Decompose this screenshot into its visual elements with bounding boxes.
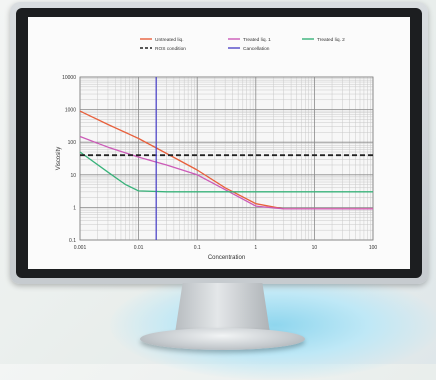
plot-area <box>79 76 374 241</box>
legend-label: Treated liq. 1 <box>243 37 271 43</box>
series-line-2 <box>79 135 373 210</box>
y-tick-label: 100 <box>68 140 77 146</box>
legend-label: Untreated liq. <box>155 37 184 43</box>
x-tick-label: 100 <box>369 245 378 251</box>
y-axis-label: Viscosity <box>56 147 62 171</box>
chart-legend: Untreated liq. Treated liq. 1 Treated liq.… <box>140 37 345 52</box>
x-axis-label: Concentration <box>208 255 245 261</box>
monitor-screen: Untreated liq. Treated liq. 1 Treated liq.… <box>28 17 410 269</box>
y-tick-label: 10 <box>70 173 76 179</box>
monitor-stand <box>175 283 270 333</box>
series-line-3 <box>79 151 373 193</box>
chart-ticks: 0.001 0.01 0.1 1 10 100 0.1 1 10 100 1000 10000 <box>62 75 377 251</box>
y-tick-label: 10000 <box>62 75 76 81</box>
chart-series <box>79 77 373 240</box>
x-tick-label: 0.001 <box>74 245 87 251</box>
monitor-bezel: Untreated liq. Treated liq. 1 Treated liq.… <box>16 8 422 278</box>
legend-label: Cancellation <box>243 46 270 52</box>
y-tick-label: 1000 <box>65 108 76 114</box>
x-tick-label: 10 <box>312 245 318 251</box>
x-tick-label: 1 <box>254 245 257 251</box>
legend-label: ROS condition <box>155 46 186 52</box>
x-tick-label: 0.1 <box>194 245 201 251</box>
chart: Untreated liq. Treated liq. 1 Treated liq.… <box>56 37 377 261</box>
chart-grid <box>79 76 374 241</box>
background-glow <box>110 270 436 380</box>
monitor-stand-base <box>140 328 305 350</box>
y-tick-label: 1 <box>73 205 76 211</box>
y-tick-label: 0.1 <box>69 238 76 244</box>
legend-label: Treated liq. 2 <box>317 37 345 43</box>
x-tick-label: 0.01 <box>134 245 144 251</box>
monitor: Untreated liq. Treated liq. 1 Treated liq.… <box>10 2 428 284</box>
